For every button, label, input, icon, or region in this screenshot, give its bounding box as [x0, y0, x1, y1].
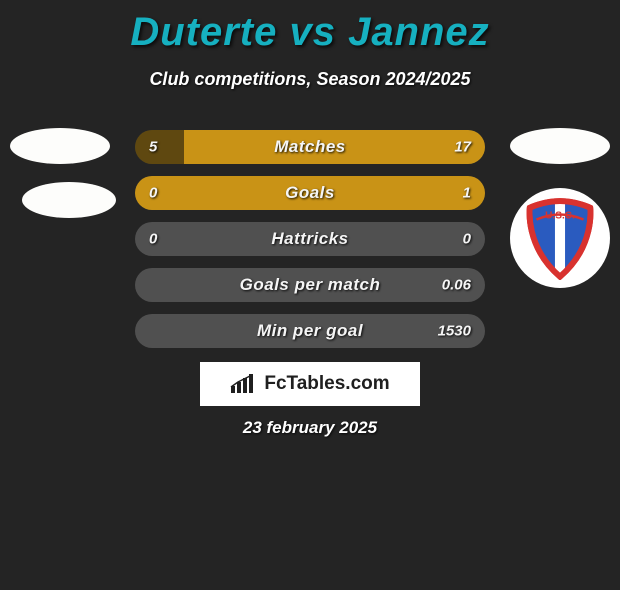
date-text: 23 february 2025	[0, 418, 620, 438]
stat-right-value: 0	[463, 231, 471, 248]
page-subtitle: Club competitions, Season 2024/2025	[0, 69, 620, 90]
stat-label: Goals per match	[135, 275, 485, 295]
stat-row: Min per goal 1530	[135, 314, 485, 348]
stat-right-value: 1	[463, 185, 471, 202]
stat-row: Goals per match 0.06	[135, 268, 485, 302]
stat-row: 0 Hattricks 0	[135, 222, 485, 256]
svg-text:U.S.C.: U.S.C.	[545, 211, 575, 222]
stat-right-value: 17	[454, 139, 471, 156]
club-badge: U.S.C.	[510, 188, 610, 288]
stat-label: Goals	[135, 183, 485, 203]
stat-right-value: 1530	[438, 323, 471, 340]
stat-row: 0 Goals 1	[135, 176, 485, 210]
stat-label: Min per goal	[135, 321, 485, 341]
player-left-badge-1	[10, 128, 110, 164]
stat-row: 5 Matches 17	[135, 130, 485, 164]
page-title: Duterte vs Jannez	[0, 10, 620, 55]
stat-label: Matches	[135, 137, 485, 157]
shield-icon: U.S.C.	[518, 196, 602, 280]
player-left-badge-2	[22, 182, 116, 218]
stat-right-value: 0.06	[442, 277, 471, 294]
player-right-badge-top	[510, 128, 610, 164]
bar-chart-icon	[230, 374, 256, 394]
stat-label: Hattricks	[135, 229, 485, 249]
stats-container: 5 Matches 17 0 Goals 1 0 Hattricks 0 Goa…	[135, 130, 485, 360]
brand-text: FcTables.com	[264, 373, 389, 395]
brand-box: FcTables.com	[200, 362, 420, 406]
